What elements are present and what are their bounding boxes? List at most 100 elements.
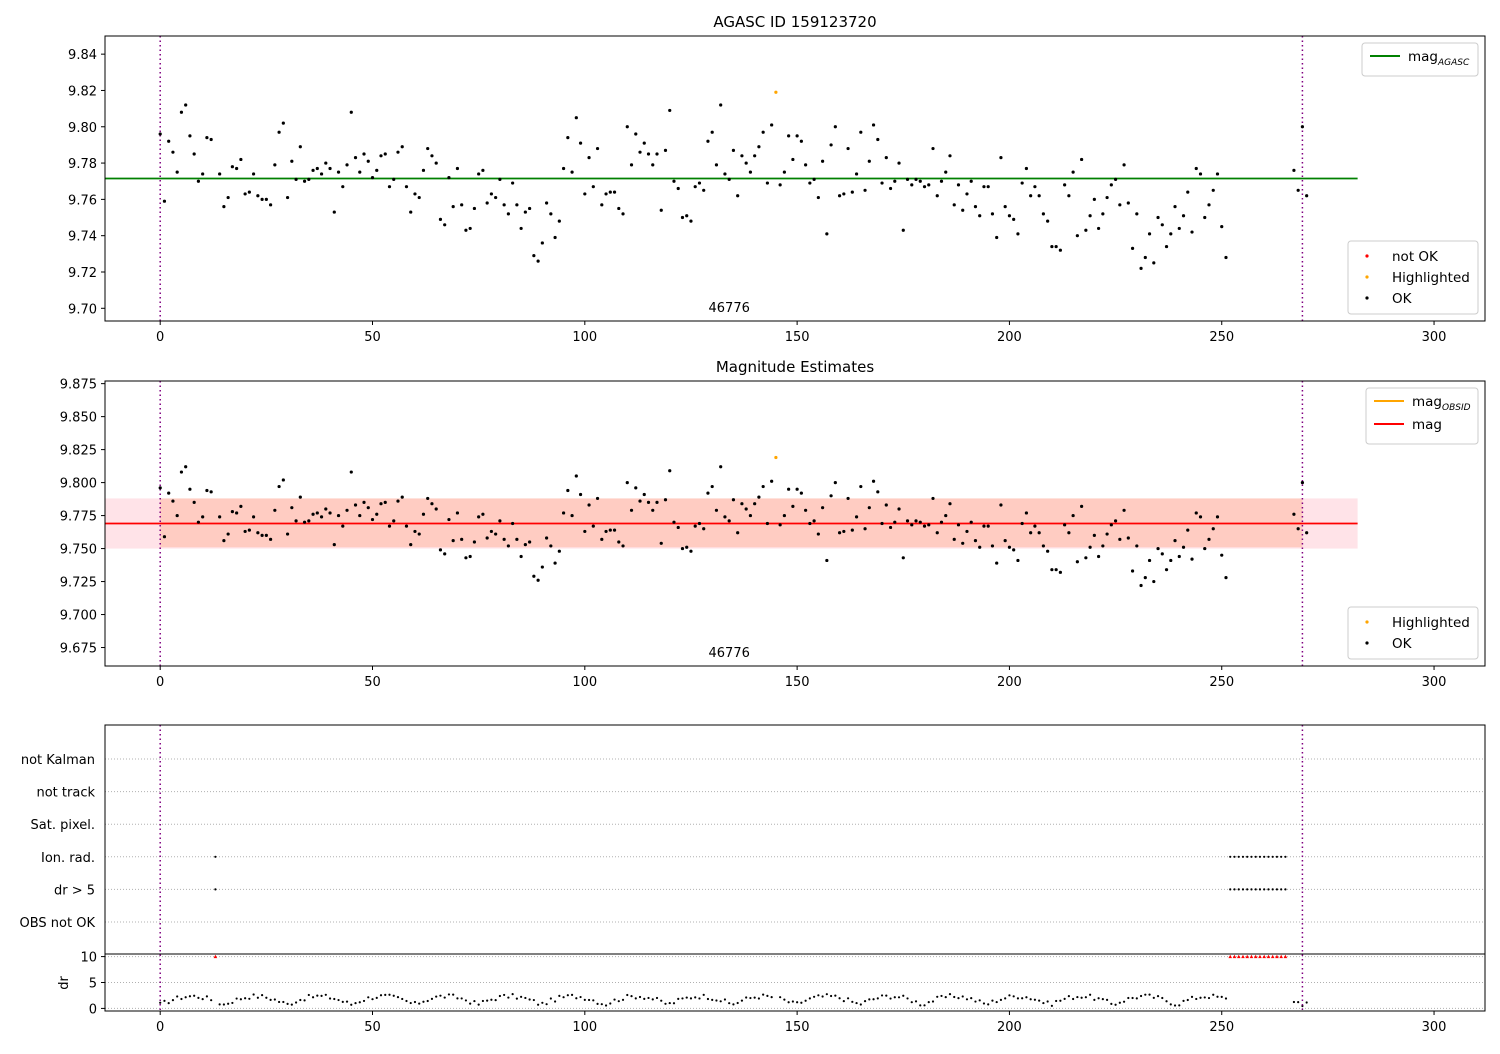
dr-point <box>991 999 994 1002</box>
ok-point <box>252 515 256 519</box>
dr-point <box>715 999 718 1002</box>
ok-point <box>218 172 222 176</box>
ok-point <box>1080 504 1084 508</box>
ok-point <box>1220 553 1224 557</box>
ok-point <box>1126 201 1130 205</box>
ok-point <box>982 524 986 528</box>
ok-point <box>260 197 264 201</box>
dr-point <box>1178 1004 1181 1007</box>
ok-point <box>1046 219 1050 223</box>
dr-point <box>961 995 964 998</box>
ok-point <box>239 504 243 508</box>
dr-point <box>193 994 196 997</box>
flag-point <box>1233 888 1236 891</box>
ok-point <box>366 506 370 510</box>
ok-point <box>1152 261 1156 265</box>
dr-point <box>1114 1003 1117 1006</box>
ok-point <box>871 123 876 127</box>
ok-point <box>1215 515 1220 519</box>
ok-point <box>1135 544 1139 548</box>
ok-point <box>256 531 260 535</box>
ok-point <box>366 159 370 163</box>
dr-point <box>244 997 247 1000</box>
dr-point <box>1042 1001 1045 1005</box>
panel2-axes-frame <box>104 380 1486 667</box>
ok-point <box>353 156 358 160</box>
dr-point <box>948 993 952 996</box>
dr-point <box>1169 1003 1172 1006</box>
ok-point <box>1054 568 1058 572</box>
dr-point <box>999 998 1003 1001</box>
x-tick-label: 100 <box>572 330 597 345</box>
ok-point <box>1024 511 1029 515</box>
ok-point <box>336 513 341 518</box>
dr-point <box>541 1001 544 1004</box>
y-tick-label: 9.775 <box>60 510 97 525</box>
ok-point <box>765 181 770 185</box>
flag-point <box>1267 888 1270 891</box>
ok-point <box>587 156 591 160</box>
ok-point <box>1029 531 1033 535</box>
ok-point <box>663 498 668 502</box>
ok-point <box>850 190 854 194</box>
ok-point <box>549 212 553 216</box>
legend-point-label: not OK <box>1392 249 1439 265</box>
dr-clipped-marker <box>1262 954 1266 959</box>
x-tick-label: 0 <box>156 675 164 690</box>
ok-point <box>978 545 982 549</box>
ok-point <box>468 226 472 231</box>
ok-point <box>460 537 464 541</box>
ok-point <box>481 512 485 516</box>
ok-point <box>1118 537 1122 541</box>
ok-point <box>901 556 905 560</box>
flag-point <box>1250 888 1253 891</box>
ok-point <box>409 543 413 547</box>
dr-point <box>885 994 888 997</box>
dr-point <box>545 1003 548 1006</box>
ok-point <box>833 480 837 485</box>
ok-point <box>612 528 617 532</box>
ok-point <box>782 170 786 174</box>
ok-point <box>345 163 349 167</box>
dr-point <box>481 999 485 1003</box>
ok-point <box>264 533 268 537</box>
ok-point <box>451 539 455 543</box>
legend-frame <box>1347 240 1479 315</box>
ok-point <box>1113 519 1118 523</box>
ok-point <box>961 208 965 212</box>
flag-label: Ion. rad. <box>41 851 95 866</box>
ok-point <box>1169 558 1173 563</box>
ok-point <box>294 177 298 182</box>
ok-point <box>1118 203 1122 207</box>
ok-point <box>370 517 375 522</box>
dr-point <box>728 1002 731 1005</box>
flag-point <box>1229 855 1232 858</box>
dr-point <box>740 999 744 1002</box>
flag-point <box>214 855 217 858</box>
ok-point <box>693 524 697 528</box>
dr-point <box>876 997 879 1000</box>
ok-point <box>1058 248 1062 252</box>
ok-point <box>1224 575 1228 580</box>
ok-point <box>532 254 536 258</box>
dr-point <box>282 1000 285 1004</box>
ok-point <box>1177 226 1181 231</box>
ok-point <box>1224 255 1228 260</box>
ok-point <box>336 170 341 174</box>
dr-point <box>528 998 531 1001</box>
ok-point <box>736 194 740 198</box>
ok-point <box>680 546 685 551</box>
ok-point <box>1097 226 1101 231</box>
ok-point <box>604 529 608 534</box>
ok-point <box>443 552 447 556</box>
ok-point <box>1097 554 1101 559</box>
dr-point <box>753 996 756 999</box>
x-tick-label: 300 <box>1422 1020 1447 1035</box>
dr-point <box>783 998 786 1001</box>
ok-point <box>799 139 803 143</box>
ok-point <box>634 132 638 136</box>
ok-point <box>302 520 307 524</box>
ok-point <box>787 487 791 491</box>
ok-point <box>821 506 825 510</box>
legend-point-swatch <box>1365 275 1369 279</box>
